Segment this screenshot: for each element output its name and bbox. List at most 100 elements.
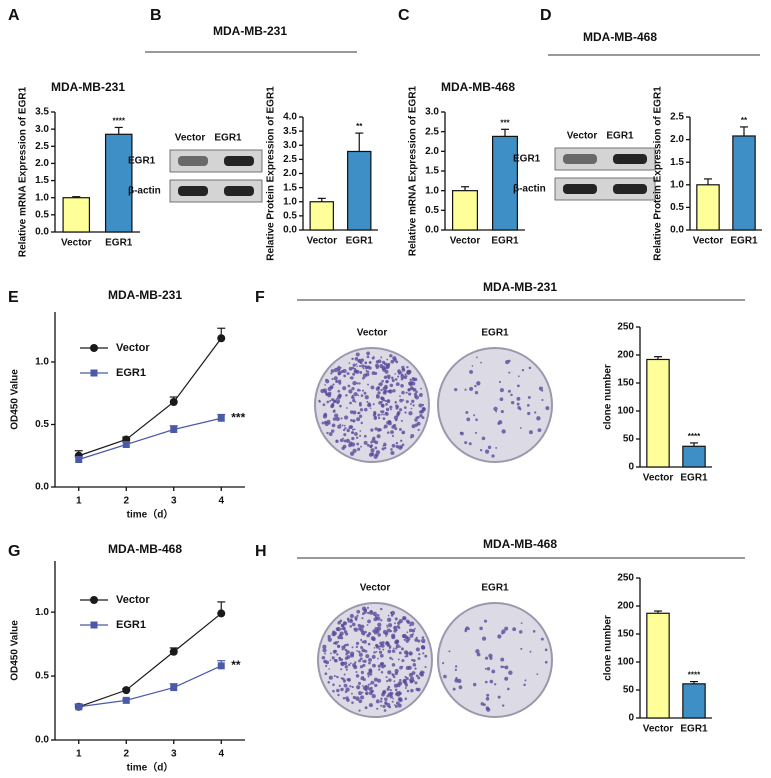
colony xyxy=(361,617,364,620)
colony xyxy=(422,671,425,674)
colony xyxy=(386,362,391,367)
colony xyxy=(342,626,346,631)
colony xyxy=(382,386,387,391)
colony xyxy=(471,365,474,367)
colony xyxy=(421,416,425,420)
colony xyxy=(340,627,343,630)
colony xyxy=(356,609,361,614)
colony xyxy=(359,665,364,669)
colony xyxy=(353,428,356,431)
colony xyxy=(406,365,409,369)
colony xyxy=(334,413,339,418)
blot-column-label: EGR1 xyxy=(606,131,634,142)
y-tick-label: 2.5 xyxy=(283,154,297,165)
colony xyxy=(474,384,477,388)
colony xyxy=(386,679,389,683)
colony xyxy=(362,376,365,380)
y-tick-label: 1.5 xyxy=(670,157,684,168)
colony xyxy=(395,406,399,410)
colony xyxy=(501,429,506,434)
colony xyxy=(408,392,412,396)
colony xyxy=(497,634,502,639)
panel-letter: B xyxy=(150,7,162,24)
colony xyxy=(340,668,343,671)
colony xyxy=(354,432,358,436)
colony xyxy=(391,673,395,677)
colony xyxy=(405,391,408,394)
colony xyxy=(526,404,530,407)
colony xyxy=(504,626,509,631)
colony xyxy=(322,403,326,407)
colony xyxy=(366,443,370,447)
colony xyxy=(360,445,362,448)
colony xyxy=(407,665,412,670)
colony xyxy=(365,691,369,695)
x-tick-label: 4 xyxy=(218,496,224,507)
colony xyxy=(368,610,374,615)
colony xyxy=(380,413,383,416)
x-axis-label: time（d） xyxy=(127,508,174,521)
colony xyxy=(369,407,372,409)
colony xyxy=(528,366,532,370)
colony xyxy=(390,359,395,364)
x-tick-label: Vector xyxy=(643,724,674,735)
y-tick-label: 0 xyxy=(628,713,634,724)
colony xyxy=(332,409,336,413)
colony xyxy=(372,611,377,617)
colony xyxy=(498,380,501,383)
colony xyxy=(354,616,358,620)
colony xyxy=(401,365,405,370)
colony xyxy=(343,439,347,443)
colony xyxy=(544,660,548,664)
y-tick-label: 250 xyxy=(617,573,634,584)
colony xyxy=(337,645,340,648)
bar xyxy=(309,201,334,231)
colony xyxy=(324,672,328,676)
colony xyxy=(410,407,413,410)
colony xyxy=(383,446,387,450)
blot-strip xyxy=(169,179,263,203)
colony xyxy=(500,409,504,414)
colony xyxy=(524,679,527,682)
bar xyxy=(104,133,133,233)
colony xyxy=(334,641,338,645)
colony xyxy=(333,674,336,678)
colony xyxy=(389,383,394,388)
marker xyxy=(217,609,226,618)
colony xyxy=(406,689,410,693)
colony xyxy=(384,697,388,702)
colony xyxy=(485,696,490,701)
colony xyxy=(420,673,424,677)
colony xyxy=(344,648,348,652)
colony xyxy=(350,376,354,380)
colony xyxy=(350,442,356,447)
colony xyxy=(386,643,391,647)
colony xyxy=(345,696,349,700)
colony xyxy=(389,354,393,358)
blot-row-label: β-actin xyxy=(128,186,161,197)
colony xyxy=(521,368,525,372)
colony xyxy=(366,624,369,626)
colony xyxy=(346,428,350,433)
marker xyxy=(170,426,178,433)
colony xyxy=(510,393,513,397)
colony xyxy=(346,407,348,409)
colony xyxy=(367,383,370,386)
colony xyxy=(421,636,425,639)
colony xyxy=(343,374,347,378)
colony xyxy=(424,654,428,658)
colony xyxy=(472,682,477,687)
colony xyxy=(337,693,340,697)
colony xyxy=(332,683,335,687)
colony xyxy=(379,662,384,666)
colony xyxy=(382,444,385,447)
colony xyxy=(364,649,368,653)
colony xyxy=(380,643,385,648)
colony xyxy=(327,393,330,396)
colony xyxy=(344,690,348,694)
y-tick-label: 1.0 xyxy=(35,357,49,368)
colony xyxy=(385,676,388,679)
colony xyxy=(372,436,376,440)
colony xyxy=(340,687,344,692)
colony xyxy=(367,675,370,678)
